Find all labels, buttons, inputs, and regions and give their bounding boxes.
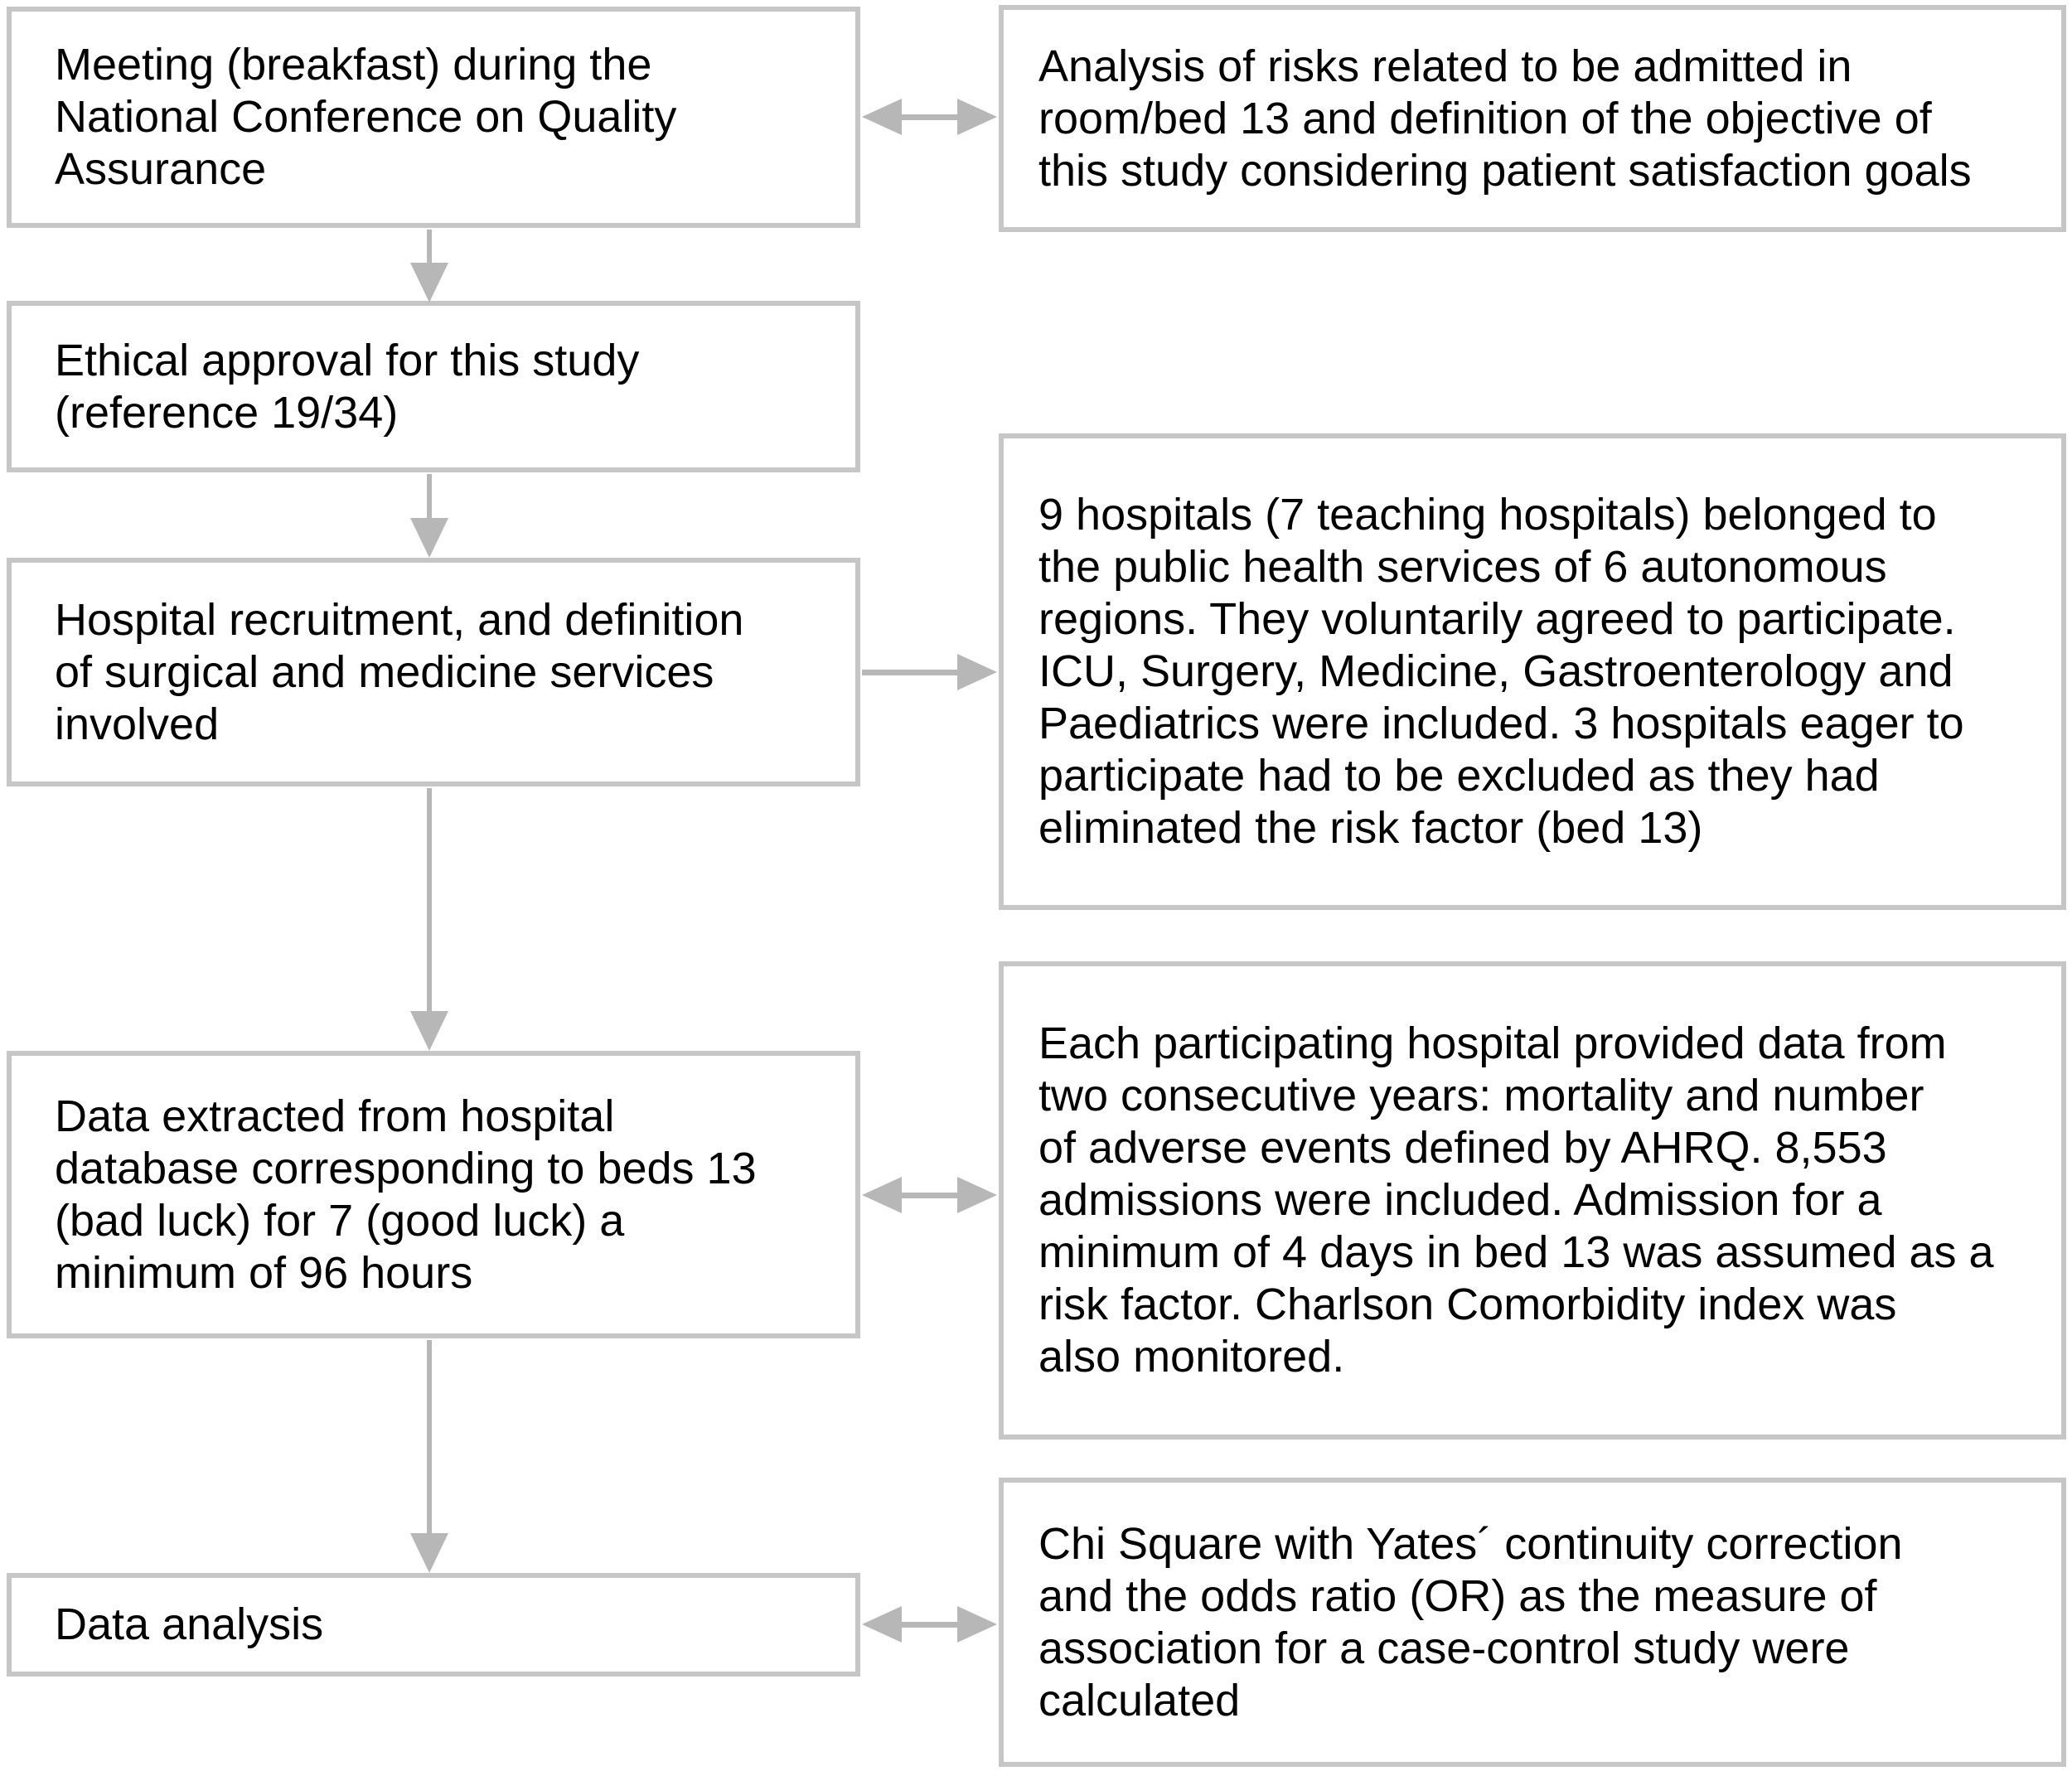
arrow-right-icon	[957, 1606, 997, 1643]
arrow-right-recruitment-hospitals	[862, 654, 997, 690]
flow-box-hospital-recruitment-text: Hospital recruitment, and definition of …	[55, 594, 744, 749]
arrow-double-meeting-risk-analysis	[862, 99, 997, 135]
arrow-shaft	[427, 474, 432, 523]
arrow-down-icon	[410, 1533, 448, 1573]
note-box-hospital-data: Each participating hospital provided dat…	[999, 961, 2066, 1440]
arrow-shaft	[898, 1192, 961, 1198]
flow-box-hospital-recruitment: Hospital recruitment, and definition of …	[7, 558, 860, 786]
flow-box-meeting: Meeting (breakfast) during the National …	[7, 7, 860, 228]
note-box-hospitals: 9 hospitals (7 teaching hospitals) belon…	[999, 433, 2066, 910]
arrow-down-icon	[410, 518, 448, 558]
arrow-down-icon	[410, 263, 448, 302]
flow-box-data-analysis: Data analysis	[7, 1573, 860, 1677]
arrow-right-icon	[957, 1177, 997, 1213]
arrow-shaft	[427, 1340, 432, 1538]
arrow-down-meeting-to-ethical	[410, 230, 448, 302]
arrow-down-icon	[410, 1011, 448, 1051]
note-box-risk-analysis: Analysis of risks related to be admitted…	[999, 5, 2066, 232]
note-box-statistics: Chi Square with Yates´ continuity correc…	[999, 1478, 2066, 1767]
flow-box-data-extraction: Data extracted from hospital database co…	[7, 1051, 860, 1338]
flow-box-data-analysis-text: Data analysis	[55, 1599, 324, 1649]
arrow-shaft	[862, 669, 961, 675]
arrow-down-extraction-to-analysis	[410, 1340, 448, 1573]
arrow-left-icon	[862, 1606, 902, 1643]
arrow-shaft	[898, 114, 961, 120]
arrow-down-ethical-to-recruitment	[410, 474, 448, 558]
flow-box-ethical-approval: Ethical approval for this study (referen…	[7, 301, 860, 472]
note-box-risk-analysis-text: Analysis of risks related to be admitted…	[1038, 41, 1972, 196]
arrow-shaft	[898, 1621, 961, 1628]
flow-box-ethical-approval-text: Ethical approval for this study (referen…	[55, 335, 640, 438]
arrow-right-icon	[957, 99, 997, 135]
arrow-right-icon	[957, 654, 997, 690]
arrow-left-icon	[862, 99, 902, 135]
arrow-left-icon	[862, 1177, 902, 1213]
arrow-shaft	[427, 230, 432, 268]
arrow-double-analysis-statistics	[862, 1606, 997, 1643]
flow-box-data-extraction-text: Data extracted from hospital database co…	[55, 1091, 757, 1298]
flow-box-meeting-text: Meeting (breakfast) during the National …	[55, 40, 677, 194]
note-box-statistics-text: Chi Square with Yates´ continuity correc…	[1038, 1518, 1903, 1725]
arrow-shaft	[427, 788, 432, 1016]
arrow-down-recruitment-to-extraction	[410, 788, 448, 1051]
arrow-double-extraction-hospital-data	[862, 1177, 997, 1213]
note-box-hospitals-text: 9 hospitals (7 teaching hospitals) belon…	[1038, 490, 1964, 853]
note-box-hospital-data-text: Each participating hospital provided dat…	[1038, 1019, 1994, 1381]
